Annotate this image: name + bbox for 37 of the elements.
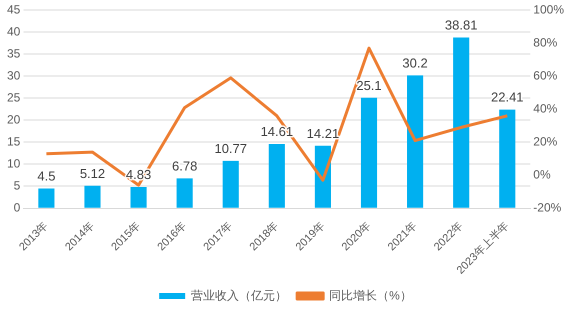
data-label: 38.81 (444, 18, 478, 33)
y2-tick-label: 40% (533, 102, 558, 116)
y-tick-label: 40 (6, 24, 21, 39)
y-tick-label: 35 (6, 46, 21, 61)
data-label: 4.5 (37, 168, 56, 184)
y2-tick-label: 100% (533, 2, 564, 17)
data-label: 5.12 (80, 166, 106, 181)
bar (453, 37, 470, 208)
bar (268, 144, 285, 208)
y-tick-label: 5 (14, 178, 21, 193)
data-label: 25.1 (356, 78, 382, 93)
y-tick-label: 10 (6, 156, 21, 171)
bar (38, 188, 54, 208)
bar (176, 178, 193, 208)
data-label: 22.41 (490, 90, 524, 105)
bar (84, 186, 101, 208)
bar (222, 160, 239, 208)
bar (360, 98, 378, 208)
y-tick-label: 0 (14, 200, 21, 215)
y-tick-label: 20 (6, 112, 21, 127)
y2-tick-label: -20% (533, 200, 562, 215)
y2-tick-label: 60% (533, 68, 558, 83)
data-label: 10.77 (214, 140, 248, 156)
y2-tick-label: 80% (533, 36, 558, 50)
y-tick-label: 25 (6, 90, 21, 105)
legend-label: 营业收入（亿元） (191, 288, 288, 302)
y-tick-label: 30 (6, 68, 21, 83)
data-label: 30.2 (402, 55, 428, 70)
bar (130, 186, 147, 208)
bar (407, 75, 424, 208)
y2-tick-label: 0% (533, 168, 551, 182)
bar (499, 110, 516, 208)
y-tick-label: 15 (6, 134, 21, 149)
legend-label: 同比增长（%） (329, 288, 412, 302)
data-label: 6.78 (172, 158, 198, 174)
y2-tick-label: 20% (533, 134, 558, 149)
y-tick-label: 45 (6, 2, 21, 17)
